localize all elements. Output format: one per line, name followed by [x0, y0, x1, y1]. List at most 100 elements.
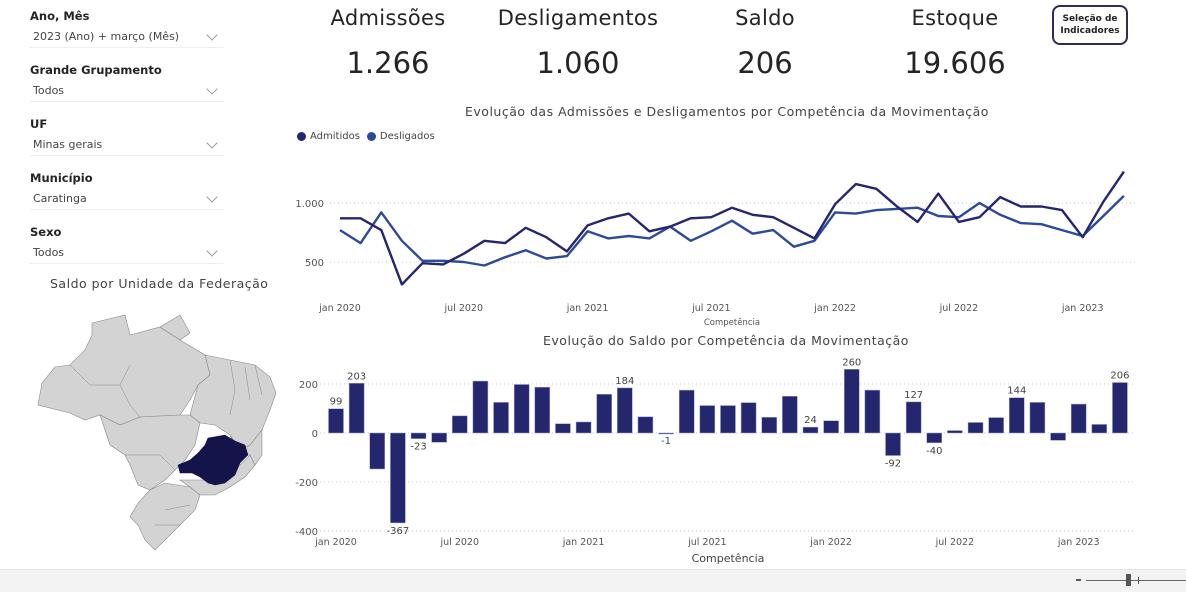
bar[interactable] — [905, 401, 922, 434]
bar[interactable] — [864, 389, 881, 434]
x-tick-label: jan 2021 — [562, 537, 605, 548]
bar[interactable] — [513, 384, 530, 434]
bar[interactable] — [348, 383, 365, 434]
kpi-value: 1.060 — [536, 46, 620, 80]
slicer-label: Sexo — [30, 225, 62, 239]
data-label: 24 — [804, 415, 817, 426]
kpi-value: 1.266 — [346, 46, 430, 80]
button-label-line2: Indicadores — [1060, 26, 1120, 36]
x-tick-label: jan 2023 — [1061, 303, 1104, 314]
series-line-admitidos[interactable] — [340, 170, 1125, 286]
bar[interactable] — [575, 421, 592, 434]
bar[interactable] — [1029, 402, 1046, 434]
kpi-label: Desligamentos — [497, 6, 659, 30]
bar[interactable] — [555, 423, 571, 434]
map-region-centerwest[interactable] — [99, 414, 201, 491]
chevron-down-icon — [206, 244, 218, 257]
bar[interactable] — [534, 386, 551, 434]
chevron-down-icon — [206, 136, 218, 149]
slicer-ano-mes: Ano, Mês 2023 (Ano) + março (Mês) — [30, 6, 224, 48]
kpi-estoque: Estoque 19.606 — [890, 6, 1020, 80]
bar[interactable] — [1070, 403, 1087, 434]
brazil-map[interactable] — [30, 305, 280, 555]
bar[interactable] — [658, 432, 674, 435]
y-tick-label: -200 — [295, 478, 318, 489]
bar[interactable] — [844, 369, 860, 434]
bar[interactable] — [1091, 424, 1108, 434]
bar[interactable] — [493, 402, 509, 434]
y-tick-label: 1.000 — [295, 199, 324, 210]
kpi-label: Admissões — [330, 6, 446, 30]
bar[interactable] — [967, 422, 984, 434]
x-tick-label: jan 2020 — [314, 537, 357, 548]
slicer-grande-grupamento: Grande Grupamento Todos — [30, 60, 224, 102]
x-tick-label: jan 2021 — [566, 303, 609, 314]
bar[interactable] — [617, 387, 633, 434]
x-tick-label: jan 2020 — [318, 303, 361, 314]
zoom-slider-track[interactable] — [1086, 580, 1186, 581]
zoom-slider-tick — [1138, 577, 1139, 584]
line-chart-legend: Admitidos Desligados — [297, 131, 435, 142]
kpi-label: Estoque — [911, 6, 999, 30]
legend-label-desligados[interactable]: Desligados — [379, 131, 435, 142]
bar[interactable] — [678, 389, 695, 434]
indicator-selection-button[interactable]: Seleção de Indicadores — [1052, 5, 1128, 45]
line-chart[interactable]: 500 1.000 jan 2020 jul 2020 jan 2021 jul 2021… — [290, 140, 1160, 330]
map-state-minas-gerais[interactable] — [177, 434, 249, 486]
chevron-down-icon — [206, 28, 218, 41]
data-label: 144 — [1007, 386, 1026, 397]
data-label: 184 — [615, 376, 634, 387]
slicer-dropdown-ano-mes[interactable]: 2023 (Ano) + março (Mês) — [30, 26, 224, 48]
bar[interactable] — [431, 432, 447, 443]
bar[interactable] — [885, 432, 901, 456]
bar[interactable] — [452, 415, 468, 434]
slicer-dropdown-uf[interactable]: Minas gerais — [30, 134, 224, 156]
data-label: -1 — [661, 436, 671, 447]
bar-chart-title: Evolução do Saldo por Competência da Mov… — [543, 333, 909, 348]
slicer-value: Todos — [33, 246, 65, 259]
bar[interactable] — [369, 432, 386, 470]
bar[interactable] — [472, 380, 489, 434]
legend-marker-desligados — [366, 132, 376, 141]
slicer-value: Caratinga — [33, 192, 87, 205]
bar[interactable] — [740, 402, 757, 434]
bar[interactable] — [1112, 382, 1128, 434]
legend-label-admitidos[interactable]: Admitidos — [310, 131, 360, 142]
bar[interactable] — [1050, 432, 1066, 441]
kpi-label: Saldo — [735, 6, 795, 30]
series-line-desligados[interactable] — [339, 195, 1125, 267]
bar[interactable] — [637, 416, 654, 434]
y-tick-label: 200 — [299, 380, 318, 391]
kpi-saldo: Saldo 206 — [710, 6, 820, 80]
zoom-slider-handle[interactable] — [1126, 574, 1131, 586]
zoom-out-button[interactable] — [1076, 579, 1081, 581]
bar[interactable] — [699, 405, 716, 434]
bar[interactable] — [1009, 397, 1025, 434]
bar[interactable] — [988, 417, 1004, 434]
slicer-dropdown-sexo[interactable]: Todos — [30, 242, 224, 264]
bar[interactable] — [596, 394, 612, 434]
map-title: Saldo por Unidade da Federação — [50, 276, 269, 291]
bar[interactable] — [926, 432, 943, 444]
data-label: -367 — [387, 526, 410, 537]
slicer-dropdown-municipio[interactable]: Caratinga — [30, 188, 224, 210]
bar[interactable] — [390, 432, 406, 524]
bar[interactable] — [947, 430, 963, 434]
bar[interactable] — [410, 432, 427, 439]
x-tick-label: jul 2021 — [687, 537, 727, 548]
map-region-amapa[interactable] — [159, 314, 191, 341]
kpi-admissoes: Admissões 1.266 — [318, 6, 458, 80]
data-label: -92 — [885, 459, 901, 470]
slicer-dropdown-grande-grupamento[interactable]: Todos — [30, 80, 224, 102]
x-tick-label: jul 2022 — [939, 303, 979, 314]
bar[interactable] — [802, 426, 819, 434]
bar-chart[interactable]: -400 -200 0 200 99 203 -367 -23 184 -1 24 260 -92 127… — [290, 355, 1160, 569]
data-label: 127 — [904, 390, 923, 401]
bar[interactable] — [782, 396, 798, 434]
bar[interactable] — [328, 408, 344, 434]
slicer-sexo: Sexo Todos — [30, 222, 224, 264]
bar[interactable] — [823, 420, 839, 434]
bar[interactable] — [720, 405, 736, 434]
bar[interactable] — [761, 417, 777, 434]
map-region-south[interactable] — [129, 482, 201, 551]
